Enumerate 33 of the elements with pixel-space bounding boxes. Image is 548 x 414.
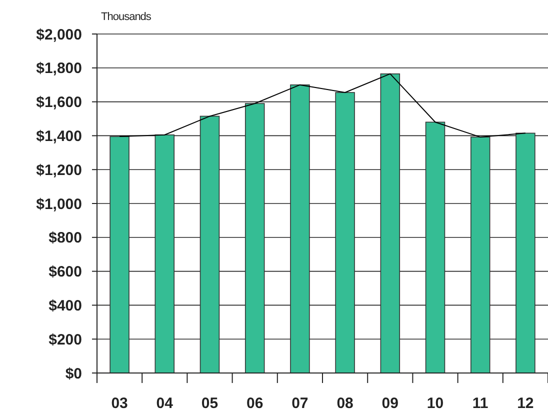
- bar: [154, 134, 175, 374]
- bar: [516, 132, 536, 374]
- y-tick-label: $1,800: [36, 60, 82, 78]
- bar: [335, 92, 355, 374]
- y-tick-label: $1,200: [36, 162, 82, 179]
- bar: [425, 122, 446, 374]
- x-tick-label: 12: [517, 395, 534, 412]
- bar: [110, 136, 130, 374]
- y-tick-label: $1,400: [36, 128, 82, 145]
- y-tick-label: $2,000: [36, 26, 82, 44]
- x-tick-label: 03: [111, 395, 128, 412]
- x-tick-label: 04: [156, 395, 174, 412]
- x-tick-label: 08: [336, 395, 354, 412]
- y-tick-label: $1,000: [36, 196, 82, 213]
- y-tick-label: $0: [65, 365, 82, 382]
- bar: [470, 136, 490, 374]
- y-tick-label: $1,600: [36, 94, 82, 112]
- bar: [244, 103, 265, 374]
- bar: [200, 116, 220, 374]
- x-tick-label: 11: [472, 395, 488, 412]
- y-tick-label: $800: [48, 230, 82, 247]
- bar: [380, 73, 400, 374]
- x-tick-label: 05: [201, 395, 218, 412]
- y-axis-title: Thousands: [101, 11, 152, 23]
- line-series: [119, 73, 526, 138]
- y-tick-label: $600: [48, 264, 82, 281]
- y-tick-label: $200: [48, 331, 82, 348]
- x-tick-label: 09: [382, 395, 398, 412]
- x-tick-label: 10: [426, 395, 444, 412]
- x-tick-label: 06: [246, 395, 264, 412]
- x-tick-label: 07: [292, 395, 308, 412]
- bar: [290, 84, 310, 374]
- y-tick-label: $400: [48, 297, 82, 314]
